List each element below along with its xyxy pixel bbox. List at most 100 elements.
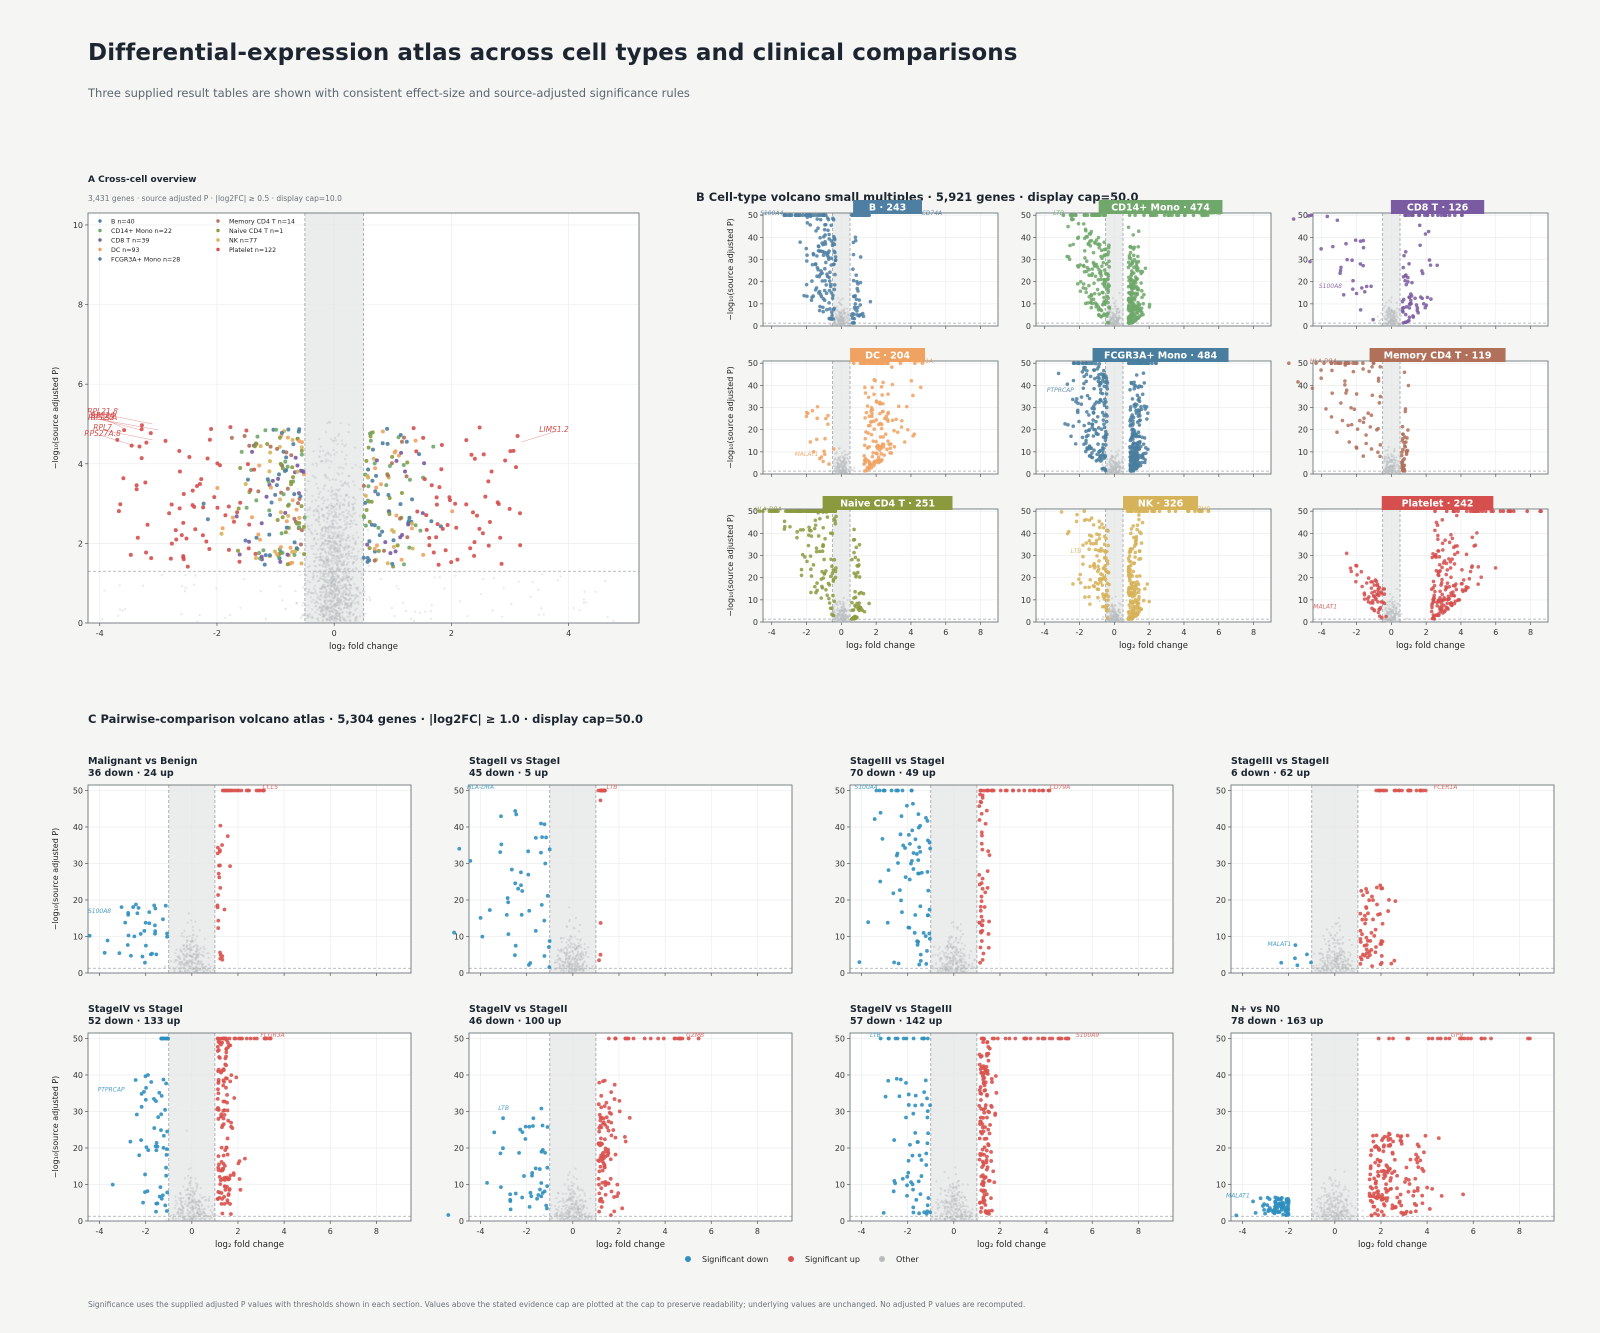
group-point — [230, 515, 235, 520]
background-point — [319, 445, 323, 448]
background-point — [332, 439, 336, 442]
background-point — [354, 463, 357, 467]
group-point — [393, 549, 398, 554]
group-point — [280, 466, 285, 471]
sig-point — [815, 588, 819, 593]
group-point — [415, 509, 420, 514]
group-point — [215, 461, 220, 466]
background-point — [335, 496, 338, 500]
background-point — [327, 592, 331, 595]
background-point — [342, 498, 346, 501]
group-point — [380, 441, 385, 446]
background-point — [333, 546, 336, 550]
background-point — [348, 612, 351, 615]
background-point — [333, 594, 337, 597]
background-point — [339, 608, 343, 611]
sig-point — [1324, 407, 1328, 411]
background-point — [338, 601, 341, 605]
background-point — [347, 549, 351, 553]
background-point — [306, 579, 309, 583]
background-point — [363, 590, 366, 593]
background-point — [338, 507, 341, 511]
background-point — [317, 619, 320, 622]
background-point — [337, 581, 340, 584]
sig-point — [820, 271, 824, 276]
background-point — [321, 541, 324, 544]
group-point — [261, 548, 266, 553]
background-point — [310, 547, 314, 550]
sig-point — [814, 549, 819, 554]
sig-point — [865, 404, 870, 408]
background-point — [845, 471, 848, 474]
background-point — [594, 590, 597, 594]
group-point — [299, 504, 304, 509]
sig-point — [1406, 428, 1410, 432]
sig-point — [1078, 289, 1083, 294]
background-point — [1398, 307, 1401, 311]
sig-point — [1339, 265, 1343, 270]
background-point — [517, 580, 520, 583]
background-point — [834, 469, 838, 473]
background-point — [325, 505, 328, 509]
background-point — [259, 590, 262, 593]
background-point — [324, 460, 328, 463]
sig-point — [1141, 442, 1146, 446]
group-point — [499, 561, 504, 566]
background-point — [117, 621, 120, 625]
group-point — [296, 501, 301, 506]
group-point — [167, 511, 172, 516]
sig-point — [1095, 303, 1099, 307]
background-point — [322, 555, 325, 559]
background-point — [350, 569, 354, 573]
background-point — [326, 476, 330, 480]
background-point — [1390, 296, 1393, 299]
background-point — [429, 617, 433, 620]
background-point — [325, 606, 328, 610]
group-point — [237, 552, 242, 557]
background-point — [336, 618, 339, 621]
background-point — [344, 553, 348, 556]
background-point — [342, 546, 345, 549]
sig-point — [906, 427, 910, 432]
background-point — [337, 432, 341, 436]
background-point — [340, 601, 344, 604]
background-point — [349, 586, 352, 590]
background-point — [329, 559, 333, 562]
background-point — [1395, 465, 1398, 468]
background-point — [338, 616, 342, 620]
background-point — [326, 563, 330, 567]
sig-point — [1416, 310, 1420, 315]
sig-point — [810, 279, 814, 283]
x-tick-label: 6 — [943, 628, 948, 637]
background-point — [342, 570, 345, 573]
sig-point — [805, 411, 810, 416]
background-point — [842, 615, 845, 618]
background-point — [323, 578, 326, 581]
background-point — [319, 587, 323, 591]
sig-point — [858, 605, 862, 610]
background-point — [326, 618, 329, 622]
background-point — [335, 611, 338, 614]
background-point — [1388, 320, 1391, 323]
background-point — [336, 603, 339, 607]
background-point — [321, 537, 324, 540]
background-point — [321, 615, 324, 619]
background-point — [325, 591, 328, 594]
group-point — [448, 498, 453, 503]
group-point — [145, 522, 150, 527]
sig-point — [782, 519, 787, 524]
background-point — [430, 603, 434, 607]
background-point — [351, 575, 354, 579]
sig-point — [868, 299, 873, 304]
sig-point — [1098, 271, 1102, 275]
background-point — [334, 569, 338, 573]
sig-point — [870, 385, 875, 390]
sig-point — [1406, 280, 1410, 284]
background-point — [326, 594, 329, 598]
background-point — [336, 594, 339, 597]
sig-point — [1079, 395, 1084, 399]
group-point — [472, 456, 477, 461]
background-point — [312, 587, 316, 590]
sig-point — [889, 442, 893, 446]
sig-point — [855, 601, 859, 606]
